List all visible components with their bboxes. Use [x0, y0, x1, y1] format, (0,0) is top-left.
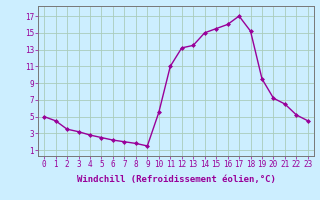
X-axis label: Windchill (Refroidissement éolien,°C): Windchill (Refroidissement éolien,°C)	[76, 175, 276, 184]
